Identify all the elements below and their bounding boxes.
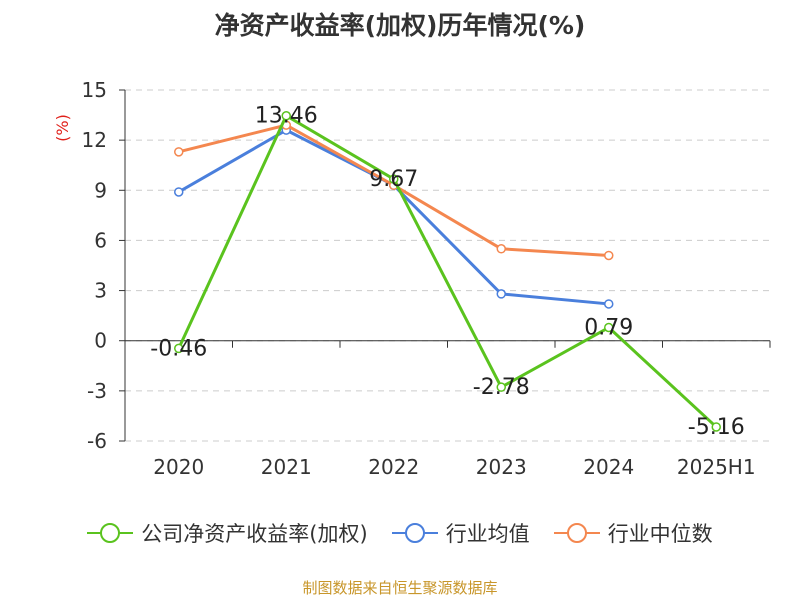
legend-item: 行业均值 [391,518,530,548]
series-line [177,114,718,429]
legend-label: 公司净资产收益率(加权) [141,522,368,546]
data-label: -2.78 [473,375,530,400]
legend-swatch-marker [566,523,587,543]
data-point [281,110,291,121]
data-point [604,299,614,309]
y-tick-label: 15 [82,78,107,102]
legend-item: 公司净资产收益率(加权) [87,518,368,548]
data-label: -0.46 [150,336,207,361]
source-note: 制图数据来自恒生聚源数据库 [302,579,498,597]
legend-swatch [391,523,438,543]
data-point [604,322,614,333]
data-label: 13.46 [255,104,318,129]
y-tick-label: 0 [94,329,107,353]
x-tick-label: 2022 [368,455,419,479]
data-point [174,147,184,157]
data-point [711,422,721,432]
legend-swatch-marker [100,523,121,543]
legend-swatch [553,523,600,543]
legend-label: 行业均值 [445,522,530,546]
y-tick-label: -6 [87,429,107,453]
x-tick-label: 2023 [476,455,527,479]
data-point [174,343,184,354]
y-tick-label: 3 [94,279,107,303]
legend: 公司净资产收益率(加权) 行业均值 行业中位数 [0,518,800,548]
data-label: -5.16 [688,415,745,440]
y-tick-label: 12 [82,128,107,152]
data-label: 9.67 [369,167,418,192]
data-point [174,187,184,197]
axes: -6 -3 0 3 6 9 12 15 (%) 2020 2021 2022 2023 2024 2025H… [53,78,771,479]
y-axis-label: (%) [53,114,72,142]
data-point [496,244,506,254]
y-tick-label: 9 [94,178,107,202]
chart-title: 净资产收益率(加权)历年情况(%) [214,11,586,40]
data-point [389,174,399,184]
legend-label: 行业中位数 [607,522,713,546]
data-point [496,382,506,392]
data-point [604,250,614,261]
series-line [178,128,609,306]
legend-swatch [87,523,134,543]
y-tick-label: -3 [87,379,107,403]
x-tick-label: 2021 [261,455,312,479]
data-point [496,289,506,299]
y-tick-label: 6 [94,228,107,252]
legend-swatch-marker [404,523,425,543]
x-tick-label: 2020 [153,455,204,479]
series-lines [174,110,721,432]
x-tick-label: 2025H1 [677,455,756,479]
legend-item: 行业中位数 [553,518,713,548]
x-tick-label: 2024 [583,455,634,479]
data-label: 0.79 [584,316,633,341]
data-labels: -0.46 13.46 9.67 -2.78 0.79 -5.16 [150,104,744,440]
